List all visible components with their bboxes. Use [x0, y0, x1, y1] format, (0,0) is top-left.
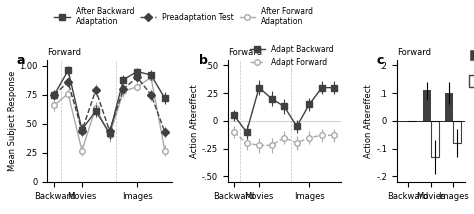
Y-axis label: Mean Subject Response: Mean Subject Response — [8, 71, 17, 171]
Text: Forward: Forward — [228, 48, 262, 57]
Bar — [430, 121, 438, 157]
Legend: After Backward
Adaptation, Preadaptation Test, After Forward
Adaptation: After Backward Adaptation, Preadaptation… — [51, 4, 316, 29]
Text: Forward: Forward — [47, 48, 82, 57]
Legend: Adapt
Backward, Adapt
Forward: Adapt Backward, Adapt Forward — [468, 42, 474, 93]
Y-axis label: Action Aftereffect: Action Aftereffect — [190, 84, 199, 158]
Bar — [445, 93, 453, 121]
Text: Forward: Forward — [397, 48, 431, 57]
Bar — [423, 90, 430, 121]
Text: c: c — [376, 54, 384, 67]
Legend: Adapt Backward, Adapt Forward: Adapt Backward, Adapt Forward — [247, 42, 337, 70]
Text: b: b — [200, 54, 208, 67]
Bar — [453, 121, 461, 143]
Text: a: a — [16, 54, 25, 67]
Y-axis label: Action Aftereffect: Action Aftereffect — [365, 84, 374, 158]
